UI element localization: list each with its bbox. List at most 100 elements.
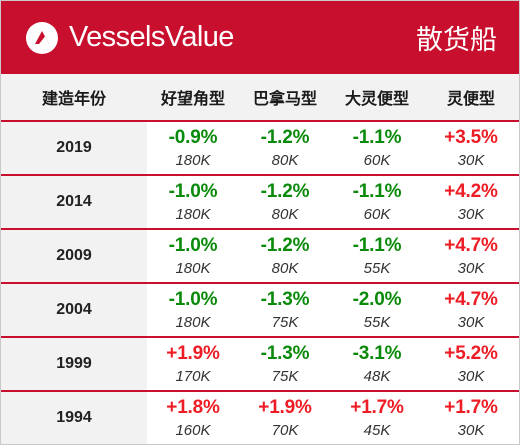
value-cell-content: -1.3% 75K [239, 344, 331, 384]
vessel-size-dwt: 180K [175, 152, 211, 169]
value-change-percent: -1.1% [352, 127, 402, 148]
value-cell-content: -1.0% 180K [147, 236, 239, 276]
value-cell: +1.8% 160K [147, 391, 239, 444]
build-year-cell: 1999 [1, 337, 147, 392]
value-cell-content: -1.1% 60K [331, 182, 423, 222]
value-cell: -1.2% 80K [239, 121, 331, 176]
vessel-size-dwt: 170K [175, 368, 211, 385]
vessel-size-dwt: 30K [457, 314, 485, 331]
value-change-percent: -1.2% [260, 181, 310, 202]
value-change-percent: -1.3% [260, 343, 310, 364]
value-cell-content: -1.2% 80K [239, 182, 331, 222]
vessel-size-dwt: 80K [271, 260, 299, 277]
vesselsvalue-logo-icon [26, 21, 58, 54]
table-row: 1999 +1.9% 170K -1.3% 75K -3.1% 48K +5.2% 30K [1, 337, 519, 392]
value-cell-content: -0.9% 180K [147, 128, 239, 168]
value-cell-content: -2.0% 55K [331, 290, 423, 330]
value-cell: +1.9% 170K [147, 337, 239, 392]
table-header-row: 建造年份 好望角型 巴拿马型 大灵便型 灵便型 [1, 74, 519, 122]
value-cell: -1.3% 75K [239, 337, 331, 392]
value-change-percent: -1.3% [260, 289, 310, 310]
vessel-size-dwt: 30K [457, 422, 485, 439]
vessel-size-dwt: 30K [457, 206, 485, 223]
value-cell-content: -1.2% 80K [239, 236, 331, 276]
build-year-cell: 1994 [1, 391, 147, 444]
vessel-size-dwt: 30K [457, 368, 485, 385]
column-header-supramax: 大灵便型 [331, 74, 423, 122]
value-cell: +1.7% 45K [331, 391, 423, 444]
value-change-percent: -0.9% [168, 127, 218, 148]
value-cell: +4.7% 30K [423, 283, 519, 338]
vessel-size-dwt: 75K [271, 368, 299, 385]
value-change-percent: +1.7% [350, 397, 404, 418]
value-cell: -3.1% 48K [331, 337, 423, 392]
value-change-percent: -1.1% [352, 181, 402, 202]
value-cell-content: -3.1% 48K [331, 344, 423, 384]
value-cell-content: +4.2% 30K [423, 182, 519, 222]
value-cell: -0.9% 180K [147, 121, 239, 176]
value-cell-content: +1.9% 70K [239, 398, 331, 438]
vessel-size-dwt: 80K [271, 152, 299, 169]
value-cell: +1.7% 30K [423, 391, 519, 444]
vessel-size-dwt: 55K [363, 260, 391, 277]
value-cell-content: +4.7% 30K [423, 290, 519, 330]
build-year-cell: 2019 [1, 121, 147, 176]
vessel-size-dwt: 48K [363, 368, 391, 385]
value-change-percent: -3.1% [352, 343, 402, 364]
vessel-size-dwt: 160K [175, 422, 211, 439]
value-cell-content: +1.7% 45K [331, 398, 423, 438]
value-change-percent: +3.5% [444, 127, 498, 148]
build-year-cell: 2009 [1, 229, 147, 284]
value-change-percent: +4.2% [444, 181, 498, 202]
column-header-panamax: 巴拿马型 [239, 74, 331, 122]
value-change-percent: +1.8% [166, 397, 220, 418]
value-cell-content: -1.0% 180K [147, 182, 239, 222]
table-body: 2019 -0.9% 180K -1.2% 80K -1.1% 60K +3.5% 30K 201… [1, 121, 519, 444]
vessel-size-dwt: 55K [363, 314, 391, 331]
table-row: 2014 -1.0% 180K -1.2% 80K -1.1% 60K +4.2% 30K [1, 175, 519, 230]
value-change-percent: +1.9% [258, 397, 312, 418]
value-cell-content: +4.7% 30K [423, 236, 519, 276]
value-cell-content: -1.2% 80K [239, 128, 331, 168]
value-cell-content: -1.3% 75K [239, 290, 331, 330]
vessel-size-dwt: 45K [363, 422, 391, 439]
column-header-build-year: 建造年份 [1, 74, 147, 122]
value-cell: -2.0% 55K [331, 283, 423, 338]
value-cell-content: -1.1% 55K [331, 236, 423, 276]
table-row: 2004 -1.0% 180K -1.3% 75K -2.0% 55K +4.7% 30K [1, 283, 519, 338]
column-header-handysize: 灵便型 [423, 74, 519, 122]
value-change-percent: -1.2% [260, 127, 310, 148]
value-change-percent: +1.7% [444, 397, 498, 418]
value-cell-content: +1.8% 160K [147, 398, 239, 438]
vessel-size-dwt: 70K [271, 422, 299, 439]
value-change-percent: +4.7% [444, 289, 498, 310]
value-change-percent: -1.0% [168, 235, 218, 256]
value-change-percent: -1.2% [260, 235, 310, 256]
card-header: VesselsValue 散货船 [1, 1, 519, 74]
vessel-size-dwt: 180K [175, 206, 211, 223]
value-change-percent: -1.0% [168, 289, 218, 310]
value-cell: -1.2% 80K [239, 229, 331, 284]
vessel-size-dwt: 80K [271, 206, 299, 223]
value-change-percent: +1.9% [166, 343, 220, 364]
vessel-size-dwt: 60K [363, 206, 391, 223]
vessel-size-dwt: 30K [457, 152, 485, 169]
value-table: 建造年份 好望角型 巴拿马型 大灵便型 灵便型 2019 -0.9% 180K -1.… [1, 74, 519, 444]
value-cell: -1.0% 180K [147, 283, 239, 338]
value-change-percent: +4.7% [444, 235, 498, 256]
value-cell-content: -1.0% 180K [147, 290, 239, 330]
value-cell: +1.9% 70K [239, 391, 331, 444]
value-change-percent: -1.1% [352, 235, 402, 256]
value-cell-content: -1.1% 60K [331, 128, 423, 168]
value-cell: +4.7% 30K [423, 229, 519, 284]
vessel-size-dwt: 180K [175, 314, 211, 331]
value-cell-content: +5.2% 30K [423, 344, 519, 384]
table-row: 2019 -0.9% 180K -1.2% 80K -1.1% 60K +3.5% 30K [1, 121, 519, 176]
column-header-capesize: 好望角型 [147, 74, 239, 122]
value-cell: +5.2% 30K [423, 337, 519, 392]
vessel-size-dwt: 180K [175, 260, 211, 277]
value-cell: -1.1% 60K [331, 121, 423, 176]
value-cell: -1.2% 80K [239, 175, 331, 230]
value-cell: +3.5% 30K [423, 121, 519, 176]
